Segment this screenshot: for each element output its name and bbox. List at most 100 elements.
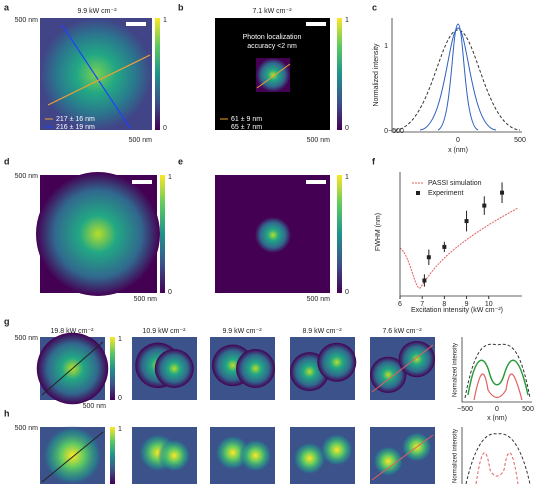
tick-label: 1 [384, 43, 388, 50]
scale-bar [132, 180, 152, 184]
image [157, 439, 191, 472]
image [236, 349, 275, 388]
tick-label: 0 [384, 128, 388, 135]
panel-title: 9.9 kW cm⁻² [222, 328, 262, 335]
panel-title: 19.8 kW cm⁻² [51, 328, 95, 335]
tick-label: 0 [456, 137, 460, 144]
point [422, 278, 427, 283]
profile-line [256, 63, 291, 89]
scale-label: 500 nm [134, 296, 158, 303]
profile-line [41, 341, 104, 396]
tick-label: −500 [388, 128, 404, 135]
legend-text: 217 ± 16 nm [56, 116, 95, 123]
axis-label: Excitation intensity (kW cm⁻²) [411, 307, 503, 314]
curve [394, 29, 521, 131]
scale-label: 500 nm [129, 137, 153, 144]
panel-title: 9.9 kW cm⁻² [77, 8, 117, 15]
tick-label: 500 [522, 406, 534, 413]
image [255, 217, 291, 253]
colorbar [155, 18, 160, 130]
note: Photon localization [243, 34, 302, 41]
panel-label: a [4, 2, 10, 12]
legend-text: 65 ± 7 nm [231, 124, 262, 131]
image [239, 439, 272, 472]
axis [391, 18, 522, 133]
axis-label: Normalized intensity [373, 43, 380, 107]
profile-line [61, 24, 131, 129]
colorbar-label: 0 [168, 289, 172, 296]
colorbar [110, 337, 115, 400]
image [317, 342, 357, 382]
axis [461, 337, 532, 403]
panel-label: b [178, 2, 184, 12]
colorbar [337, 18, 342, 130]
curve [467, 359, 529, 396]
scale-bar [306, 22, 326, 26]
note: accuracy <2 nm [247, 43, 297, 50]
profile-line [41, 431, 104, 483]
scale-label: 500 nm [307, 296, 331, 303]
colorbar-label: 1 [168, 174, 172, 181]
curve [419, 27, 497, 131]
panel-title: 7.6 kW cm⁻² [382, 328, 422, 335]
image [370, 356, 407, 393]
tick-label: −500 [457, 406, 473, 413]
point [482, 203, 487, 208]
tick-label: 500 [514, 137, 526, 144]
axis-label: FWHM (nm) [375, 213, 382, 251]
image [256, 58, 290, 92]
colorbar-label: 0 [345, 289, 349, 296]
image [36, 172, 160, 296]
curve [473, 373, 523, 401]
scale-bar [126, 22, 146, 26]
colorbar-label: 1 [345, 17, 349, 24]
panel-label: e [178, 156, 183, 166]
colorbar-label: 0 [118, 395, 122, 402]
image [398, 340, 435, 378]
colorbar-label: 1 [345, 174, 349, 181]
axis-label: Normalized intensity [453, 429, 459, 483]
scale-label: 500 nm [15, 17, 39, 24]
curve [437, 23, 479, 131]
profile-line [371, 434, 434, 481]
image [42, 425, 103, 484]
panel-label: g [4, 316, 10, 326]
scale-label: 500 nm [307, 137, 331, 144]
panel-label: c [372, 2, 377, 12]
scale-bar [306, 180, 326, 184]
scale-label: 500 nm [83, 403, 107, 410]
scale-label: 500 nm [15, 425, 39, 432]
colorbar-label: 1 [118, 426, 122, 433]
colorbar [337, 175, 342, 293]
point [442, 244, 447, 249]
image [40, 18, 152, 130]
panel-label: d [4, 156, 10, 166]
image [372, 445, 404, 477]
colorbar [110, 427, 115, 484]
scale-label: 500 nm [15, 173, 39, 180]
tick-label: 9 [465, 301, 469, 308]
profile-line [47, 54, 151, 106]
tick-label: 8 [442, 301, 446, 308]
panel-title: 10.9 kW cm⁻² [143, 328, 187, 335]
point [464, 219, 469, 224]
tick-label: 0 [495, 406, 499, 413]
image [293, 441, 326, 475]
legend-text: PASSI simulation [428, 180, 482, 187]
point [426, 255, 431, 260]
tick-label: 10 [485, 301, 493, 308]
curve [475, 452, 519, 484]
curve [465, 433, 531, 484]
panel-title: 7.1 kW cm⁻² [252, 8, 292, 15]
legend-text: 61 ± 9 nm [231, 116, 262, 123]
colorbar-label: 1 [118, 336, 122, 343]
legend-swatch [416, 191, 420, 195]
image [320, 433, 354, 467]
panel-label: h [4, 408, 10, 418]
panel-title: 8.9 kW cm⁻² [302, 328, 342, 335]
axis-label: x (nm) [487, 415, 507, 422]
image [154, 349, 194, 388]
simulation-curve [399, 207, 519, 289]
point [500, 190, 505, 195]
